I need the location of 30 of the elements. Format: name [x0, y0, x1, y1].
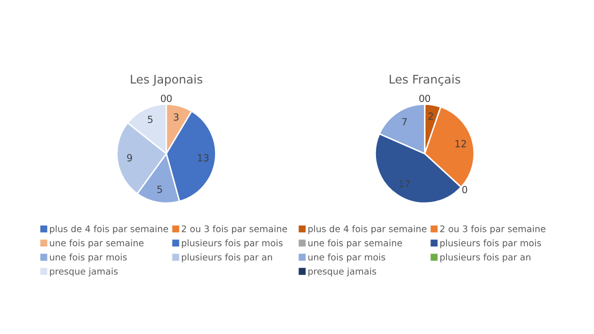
data-label: 2 — [428, 112, 433, 120]
legend-label: presque jamais — [50, 268, 118, 276]
data-label: 5 — [157, 186, 162, 193]
legend-label: une fois par semaine — [308, 239, 402, 248]
legend-label: une fois par semaine — [50, 239, 144, 248]
legend-label: plusieurs fois par mois — [182, 239, 283, 248]
legend-label: presque jamais — [308, 268, 376, 276]
legend-label: plusieurs fois par an — [182, 254, 272, 262]
legend-label: une fois par mois — [308, 254, 386, 262]
legend-label: plusieurs fois par mois — [440, 239, 541, 248]
chart-title: Les Japonais — [130, 74, 202, 86]
legend-label: plus de 4 fois par semaine — [308, 225, 426, 234]
text: 0 — [160, 94, 166, 102]
legend-label: plus de 4 fois par semaine — [50, 225, 168, 234]
data-label: 3 — [174, 113, 178, 121]
data-label: 12 — [456, 140, 466, 148]
text: 0 — [166, 94, 172, 102]
data-label: 5 — [148, 116, 152, 124]
text: 0 — [425, 94, 430, 102]
text: 0 — [462, 186, 468, 194]
legend-label: 2 ou 3 fois par semaine — [182, 225, 287, 234]
data-label: 17 — [399, 180, 410, 188]
text: 0 — [419, 94, 424, 102]
legend-label: 2 ou 3 fois par semaine — [440, 225, 546, 234]
legend-label: une fois par mois — [50, 254, 127, 262]
data-label: 13 — [198, 154, 208, 162]
data-label: 9 — [127, 154, 132, 162]
chart-title: Les Français — [390, 74, 460, 86]
data-label: 7 — [402, 118, 407, 126]
legend-label: plusieurs fois par an — [440, 254, 530, 262]
